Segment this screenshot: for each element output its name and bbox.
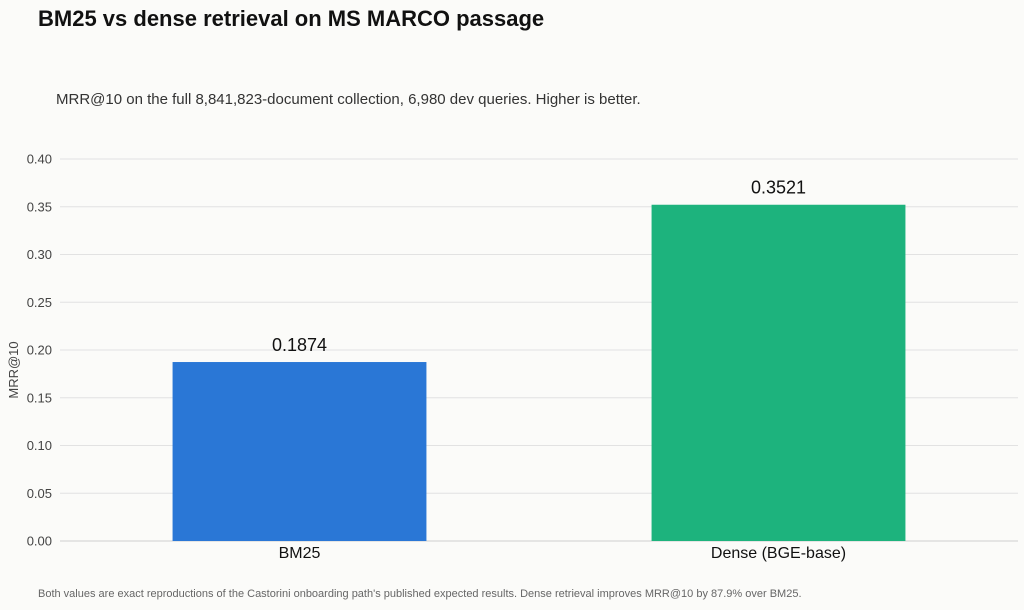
y-tick-label: 0.10 <box>27 438 52 453</box>
y-tick-label: 0.15 <box>27 390 52 405</box>
x-category-label: BM25 <box>279 545 321 562</box>
y-tick-label: 0.30 <box>27 247 52 262</box>
bar <box>651 204 906 541</box>
y-tick-label: 0.05 <box>27 486 52 501</box>
chart-subtitle: MRR@10 on the full 8,841,823-document co… <box>56 91 641 108</box>
y-tick-label: 0.00 <box>27 534 52 549</box>
y-axis-ticks: 0.00 0.05 0.10 0.15 0.20 0.25 0.30 0.35 0.40 <box>27 152 52 549</box>
value-labels: 0.1874 0.3521 <box>272 178 806 355</box>
x-category-label: Dense (BGE-base) <box>711 545 846 562</box>
bar-value-label: 0.3521 <box>751 178 806 198</box>
category-labels: BM25 Dense (BGE-base) <box>279 545 846 562</box>
bar-value-label: 0.1874 <box>272 335 327 355</box>
y-tick-label: 0.40 <box>27 152 52 167</box>
y-axis-label: MRR@10 <box>6 341 21 398</box>
chart-footnote: Both values are exact reproductions of t… <box>38 588 802 600</box>
y-tick-label: 0.35 <box>27 199 52 214</box>
chart-title: BM25 vs dense retrieval on MS MARCO pass… <box>38 6 545 31</box>
bars <box>172 204 906 541</box>
y-tick-label: 0.20 <box>27 343 52 358</box>
y-tick-label: 0.25 <box>27 295 52 310</box>
bar <box>172 362 427 541</box>
